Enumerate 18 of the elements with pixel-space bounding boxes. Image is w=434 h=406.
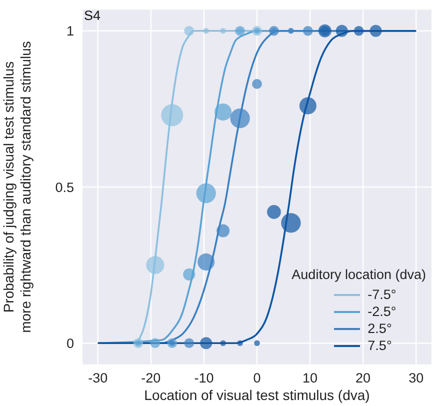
legend-label: 2.5°: [368, 321, 392, 336]
x-tick-label: -30: [88, 370, 108, 386]
y-axis-title: Probability of judging visual test stimulus more rightward than auditory standard stimulus: [0, 41, 34, 333]
y-tick-label: 0: [66, 336, 74, 351]
x-tick-label: 20: [356, 370, 371, 386]
legend-title: Auditory location (dva): [292, 267, 426, 282]
y-tick-label: 1: [66, 24, 74, 39]
x-tick-label: 10: [302, 370, 318, 386]
x-tick-label: -20: [141, 370, 161, 386]
x-tick-label: 0: [253, 370, 261, 386]
legend-label: -7.5°: [368, 287, 396, 302]
legend-label: -2.5°: [368, 304, 396, 319]
x-tick-label: 30: [408, 370, 424, 386]
y-tick-label: 0.5: [55, 180, 74, 195]
x-axis-title: Location of visual test stimulus (dva): [144, 387, 370, 403]
x-tick-label: -10: [194, 370, 214, 386]
annotation: S4: [84, 8, 101, 23]
legend-label: 7.5°: [368, 338, 392, 353]
